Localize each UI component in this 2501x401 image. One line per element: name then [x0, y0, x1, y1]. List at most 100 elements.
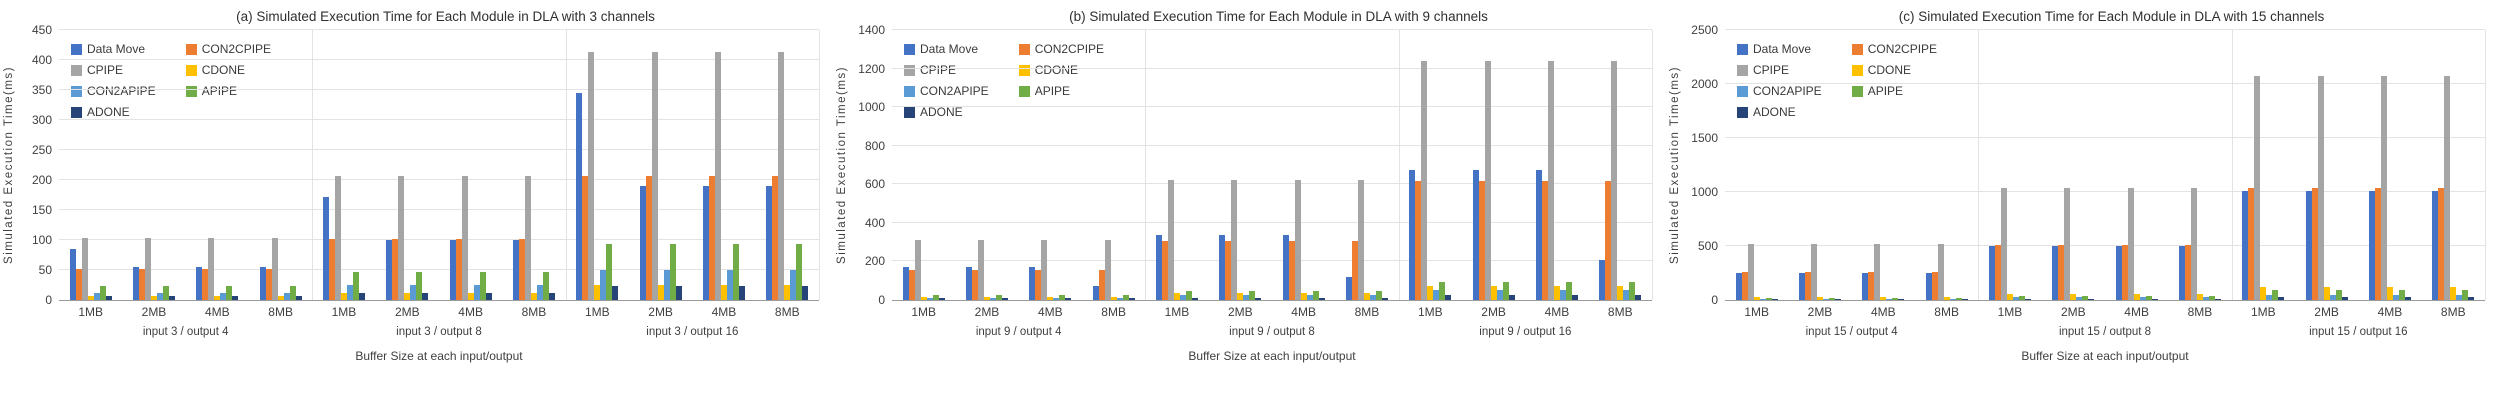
bar-adone	[295, 296, 302, 300]
legend-label: CON2CPIPE	[1867, 42, 1938, 56]
bar-adone	[2151, 298, 2158, 300]
gridline	[59, 269, 819, 270]
bar-apipe	[542, 271, 549, 300]
bar-con2cpipe	[1605, 180, 1612, 300]
chart-panel-b: (b) Simulated Execution Time for Each Mo…	[833, 0, 1666, 401]
bar-cdone	[530, 292, 537, 300]
bars-layer	[892, 30, 1652, 300]
chart-body: Simulated Execution Time(ms) 0 500 1000 150…	[1666, 23, 2499, 363]
bar-group	[1915, 30, 1978, 300]
legend-swatch-icon	[904, 106, 915, 118]
legend-item: CDONE	[185, 63, 271, 77]
chart-legend: Data Move CON2CPIPE CPIPE CDONE CON2APIPE API…	[71, 42, 271, 119]
bar-apipe	[932, 295, 939, 300]
bar-con2cpipe	[2184, 244, 2191, 300]
legend-label: Data Move	[87, 42, 146, 56]
bar-cdone	[594, 285, 601, 300]
y-tick-label: 2500	[1691, 23, 1718, 37]
gridline	[892, 221, 1652, 223]
legend-item: ADONE	[1737, 105, 1822, 119]
bar-con2apipe	[1822, 298, 1829, 300]
legend-swatch-icon	[185, 43, 197, 55]
legend-label: CPIPE	[1753, 63, 1790, 77]
legend-swatch-icon	[1737, 106, 1748, 118]
legend-item: CPIPE	[1737, 63, 1822, 77]
bar-con2apipe	[2012, 297, 2019, 300]
bar-adone	[938, 298, 945, 300]
legend-label: Data Move	[920, 42, 979, 56]
y-tick-label: 100	[31, 233, 52, 247]
bar-data-move	[1409, 169, 1416, 300]
y-tick-label: 500	[1697, 239, 1718, 253]
bar-group	[312, 30, 375, 300]
y-tick-label: 1000	[1691, 185, 1718, 199]
bar-con2apipe	[1243, 294, 1250, 300]
gridline	[1725, 137, 2485, 138]
bar-group	[376, 30, 439, 300]
bar-con2cpipe	[328, 238, 335, 300]
bar-cpipe	[1484, 60, 1491, 300]
x-category-label: 2MB	[648, 305, 673, 319]
bar-con2cpipe	[2248, 188, 2255, 300]
x-group-label: input 9 / output 8	[1229, 326, 1315, 338]
bar-group	[1978, 30, 2041, 300]
bar-cdone	[2323, 287, 2330, 300]
legend-label: APIPE	[1867, 84, 1904, 98]
bar-con2cpipe	[2438, 188, 2445, 300]
bar-con2apipe	[2392, 294, 2399, 300]
bar-adone	[1834, 299, 1841, 300]
bar-group	[2042, 30, 2105, 300]
legend-label: CDONE	[201, 63, 246, 77]
bar-adone	[2278, 296, 2285, 300]
bar-group	[955, 30, 1018, 300]
legend-item: APIPE	[1851, 84, 1937, 98]
legend-item: CON2APIPE	[71, 84, 156, 98]
bar-cdone	[1943, 296, 1950, 300]
bar-data-move	[702, 186, 709, 300]
bar-cpipe	[2444, 76, 2451, 300]
bar-cdone	[150, 296, 157, 300]
bar-adone	[2341, 296, 2348, 300]
bar-group	[502, 30, 565, 300]
legend-swatch-icon	[71, 106, 82, 118]
bar-cpipe	[334, 175, 341, 300]
x-category-label: 1MB	[331, 305, 357, 319]
group-separator-line	[565, 30, 567, 300]
bar-cdone	[983, 296, 990, 300]
legend-swatch-icon	[1851, 43, 1863, 55]
bar-adone	[2468, 296, 2475, 300]
bar-cdone	[2006, 294, 2013, 300]
bar-data-move	[2115, 246, 2122, 300]
bar-con2apipe	[790, 270, 797, 300]
bar-group	[1145, 30, 1208, 300]
bar-apipe	[1828, 297, 1835, 300]
legend-swatch-icon	[71, 85, 82, 97]
x-category-label: 1MB	[1744, 305, 1769, 319]
legend-swatch-icon	[904, 64, 915, 76]
bar-cpipe	[588, 52, 595, 300]
bar-group	[566, 30, 629, 300]
x-category-label: 8MB	[2187, 305, 2213, 319]
chart-title: (a) Simulated Execution Time for Each Mo…	[236, 9, 655, 24]
legend-item: Data Move	[71, 42, 156, 56]
bar-con2cpipe	[1035, 269, 1042, 300]
bar-data-move	[1925, 273, 1932, 300]
legend-swatch-icon	[1851, 64, 1863, 76]
x-category-label: 2MB	[1807, 305, 1833, 319]
gridline	[892, 260, 1652, 262]
legend-swatch-icon	[1737, 64, 1748, 76]
bar-con2cpipe	[1415, 180, 1422, 300]
bar-con2cpipe	[1478, 180, 1485, 300]
bar-cdone	[1300, 293, 1307, 300]
bar-con2cpipe	[202, 268, 209, 300]
y-axis-title: Simulated Execution Time(ms)	[2, 66, 15, 264]
bar-group	[1525, 30, 1588, 300]
y-tick-label: 0	[45, 293, 52, 307]
bar-cpipe	[2190, 188, 2197, 300]
bar-apipe	[1375, 290, 1382, 300]
bar-group	[1272, 30, 1335, 300]
bar-cdone	[1363, 293, 1370, 300]
bar-group	[2295, 30, 2358, 300]
chart-body: Simulated Execution Time(ms) 0 50 100 150 20…	[0, 23, 833, 363]
bar-adone	[802, 285, 809, 300]
